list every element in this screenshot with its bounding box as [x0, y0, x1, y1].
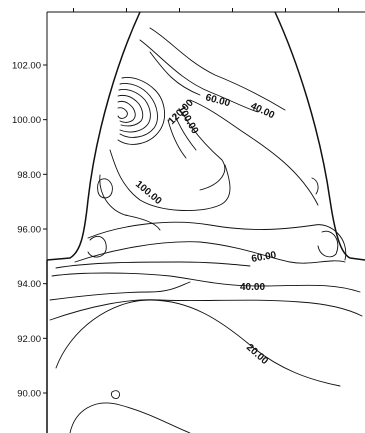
contour-line — [109, 149, 231, 212]
y-tick-label: 100.00 — [12, 115, 41, 126]
contour-line — [49, 299, 363, 321]
domain-boundary — [46, 11, 365, 433]
y-tick-label: 98.00 — [17, 170, 41, 181]
contour-line — [118, 89, 151, 133]
contour-line — [117, 77, 166, 145]
y-axis-ticks: 102.00 100.00 98.00 96.00 94.00 92.00 90.00 — [12, 61, 47, 400]
x-axis-ticks — [73, 8, 339, 12]
boundary-left — [46, 11, 141, 261]
contour-line — [49, 281, 191, 301]
contour-line — [51, 272, 361, 293]
contour-line — [181, 111, 226, 191]
y-tick-label: 94.00 — [17, 279, 41, 290]
y-tick-label: 90.00 — [17, 389, 41, 400]
contour-label: 40.00 — [240, 282, 265, 293]
contour-line — [139, 39, 259, 113]
contour-line — [317, 230, 339, 258]
contour-line — [74, 241, 346, 264]
contour-label: 40.00 — [249, 101, 277, 122]
contour-line — [55, 261, 251, 269]
contour-line — [117, 100, 136, 123]
y-tick-label: 92.00 — [17, 334, 41, 345]
contour-line — [119, 83, 158, 138]
contour-label: 60.00 — [204, 92, 231, 109]
contour-line — [117, 94, 144, 127]
contour-line — [69, 402, 191, 433]
contour-line — [314, 224, 347, 261]
contour-line — [149, 51, 201, 96]
contour-lines — [49, 27, 363, 433]
contour-line — [87, 221, 316, 239]
contour-label: 60.00 — [251, 250, 278, 265]
contour-label: 100.00 — [133, 179, 164, 207]
contour-line — [189, 99, 319, 206]
contour-line — [111, 390, 121, 399]
contour-line — [311, 177, 319, 195]
contour-line — [167, 119, 187, 159]
boundary-right — [274, 11, 365, 261]
contour-line — [117, 107, 128, 119]
contour-line — [99, 174, 161, 231]
contour-line — [174, 114, 197, 151]
contour-label: 20.00 — [244, 342, 270, 367]
contour-line — [97, 178, 113, 199]
contour-line — [149, 27, 286, 111]
y-tick-label: 102.00 — [12, 61, 41, 72]
contour-line — [55, 299, 341, 387]
y-tick-label: 96.00 — [17, 225, 41, 236]
